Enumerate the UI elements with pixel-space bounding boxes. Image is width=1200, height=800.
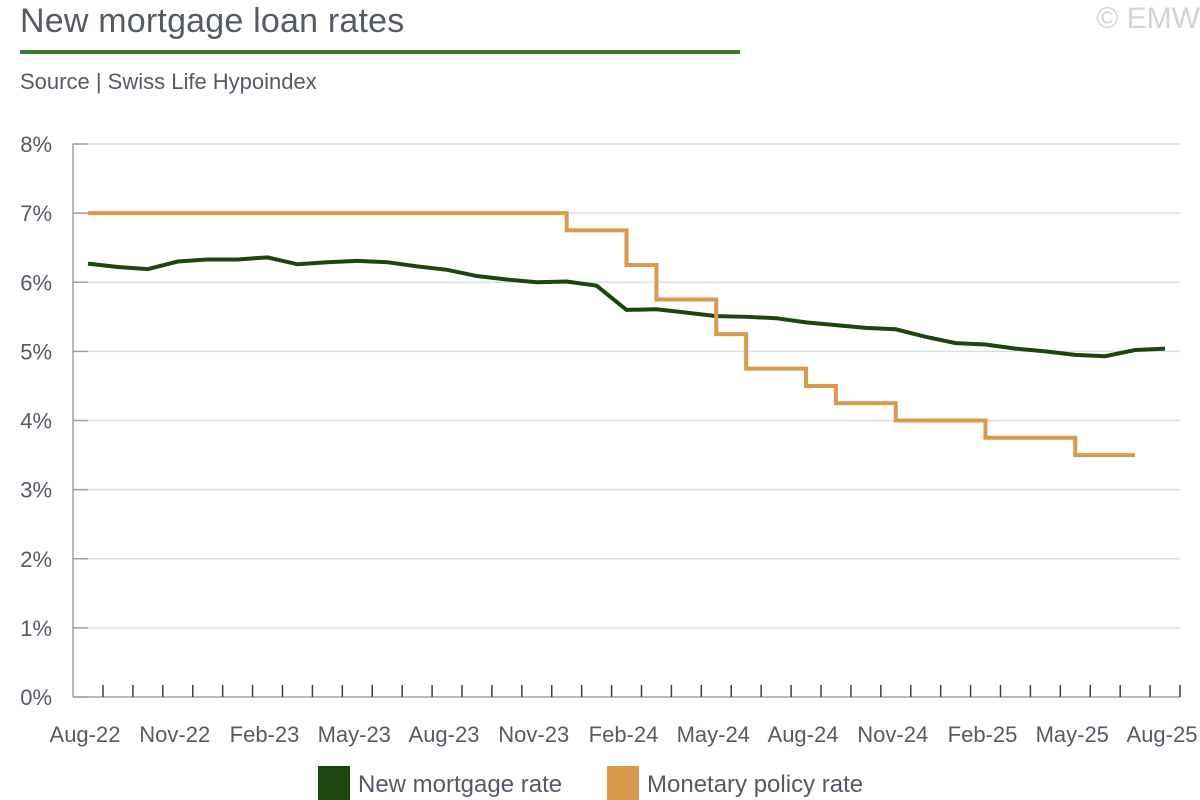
x-tick-label: Feb-24 — [589, 722, 659, 747]
y-tick-label: 3% — [20, 478, 52, 503]
y-tick-label: 7% — [20, 201, 52, 226]
x-tick-label: Feb-23 — [230, 722, 300, 747]
copyright-watermark: © EMW — [1096, 2, 1200, 35]
x-tick-label: Nov-24 — [857, 722, 928, 747]
series-line-new-mortgage-rate — [87, 255, 1166, 359]
x-tick-label: Aug-22 — [50, 722, 121, 747]
chart-subtitle: Source | Swiss Life Hypoindex — [20, 69, 317, 94]
x-tick-label: May-25 — [1036, 722, 1109, 747]
title-underline — [20, 50, 740, 54]
y-tick-label: 4% — [20, 409, 52, 434]
x-tick-label: Nov-22 — [139, 722, 210, 747]
series-line-monetary-policy-rate — [88, 211, 1136, 458]
chart-title: New mortgage loan rates — [20, 2, 405, 40]
x-tick-label: May-24 — [677, 722, 750, 747]
legend-swatch — [318, 766, 350, 800]
y-tick-label: 6% — [20, 270, 52, 295]
y-tick-label: 1% — [20, 616, 52, 641]
y-tick-label: 0% — [20, 685, 52, 710]
legend-label: Monetary policy rate — [647, 771, 863, 798]
x-tick-label: May-23 — [318, 722, 391, 747]
x-tick-label: Nov-23 — [498, 722, 569, 747]
legend-swatch — [607, 766, 639, 800]
x-tick-label: Aug-25 — [1127, 722, 1198, 747]
x-tick-label: Aug-24 — [768, 722, 839, 747]
x-tick-label: Feb-25 — [948, 722, 1018, 747]
y-tick-label: 2% — [20, 547, 52, 572]
legend-label: New mortgage rate — [358, 771, 562, 798]
y-tick-label: 8% — [20, 132, 52, 157]
y-tick-label: 5% — [20, 339, 52, 364]
x-tick-label: Aug-23 — [409, 722, 480, 747]
